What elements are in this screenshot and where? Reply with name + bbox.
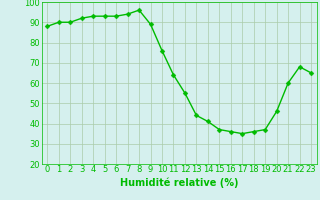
- X-axis label: Humidité relative (%): Humidité relative (%): [120, 177, 238, 188]
